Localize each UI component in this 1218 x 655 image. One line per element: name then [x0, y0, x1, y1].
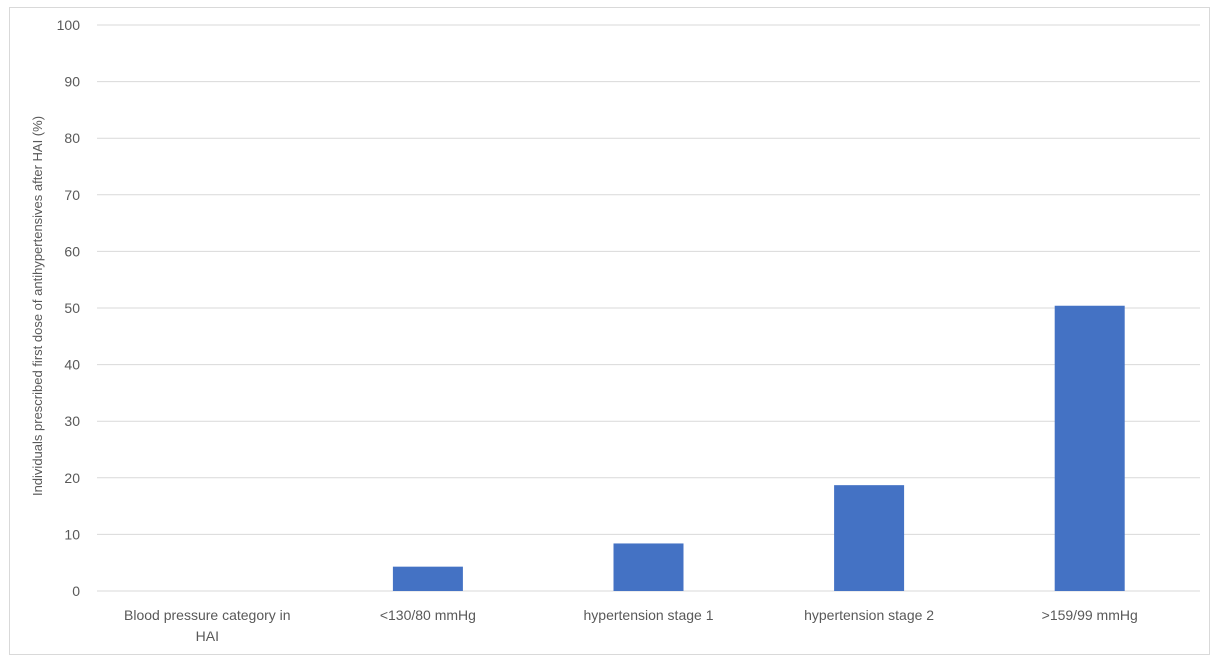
x-tick-label: Blood pressure category in HAI [124, 607, 291, 644]
bar-2 [613, 543, 684, 591]
y-tick-label: 100 [57, 17, 81, 33]
y-tick-label: 0 [72, 583, 80, 599]
y-axis-ticks: 0 10 20 30 40 50 60 70 80 90 100 [57, 17, 81, 599]
y-tick-label: 60 [64, 243, 80, 259]
bar-4 [1054, 305, 1125, 591]
y-tick-label: 30 [64, 413, 80, 429]
x-tick-label: >159/99 mmHg [1042, 607, 1138, 623]
y-tick-label: 90 [64, 74, 80, 90]
bar-1 [392, 566, 463, 591]
x-axis-ticks: Blood pressure category in HAI <130/80 mmH… [124, 607, 1138, 644]
gridlines [97, 24, 1200, 592]
x-tick-label: <130/80 mmHg [380, 607, 476, 623]
x-tick-label: hypertension stage 1 [584, 607, 714, 623]
y-tick-label: 20 [64, 470, 80, 486]
bars [392, 305, 1125, 591]
y-tick-label: 70 [64, 187, 80, 203]
chart-frame [9, 7, 1210, 655]
bar-3 [834, 485, 905, 591]
y-axis-label: Individuals prescribed first dose of ant… [30, 116, 45, 496]
x-tick-label: hypertension stage 2 [804, 607, 934, 623]
y-tick-label: 40 [64, 357, 80, 373]
y-tick-label: 10 [64, 526, 80, 542]
y-tick-label: 80 [64, 130, 80, 146]
y-tick-label: 50 [64, 300, 80, 316]
